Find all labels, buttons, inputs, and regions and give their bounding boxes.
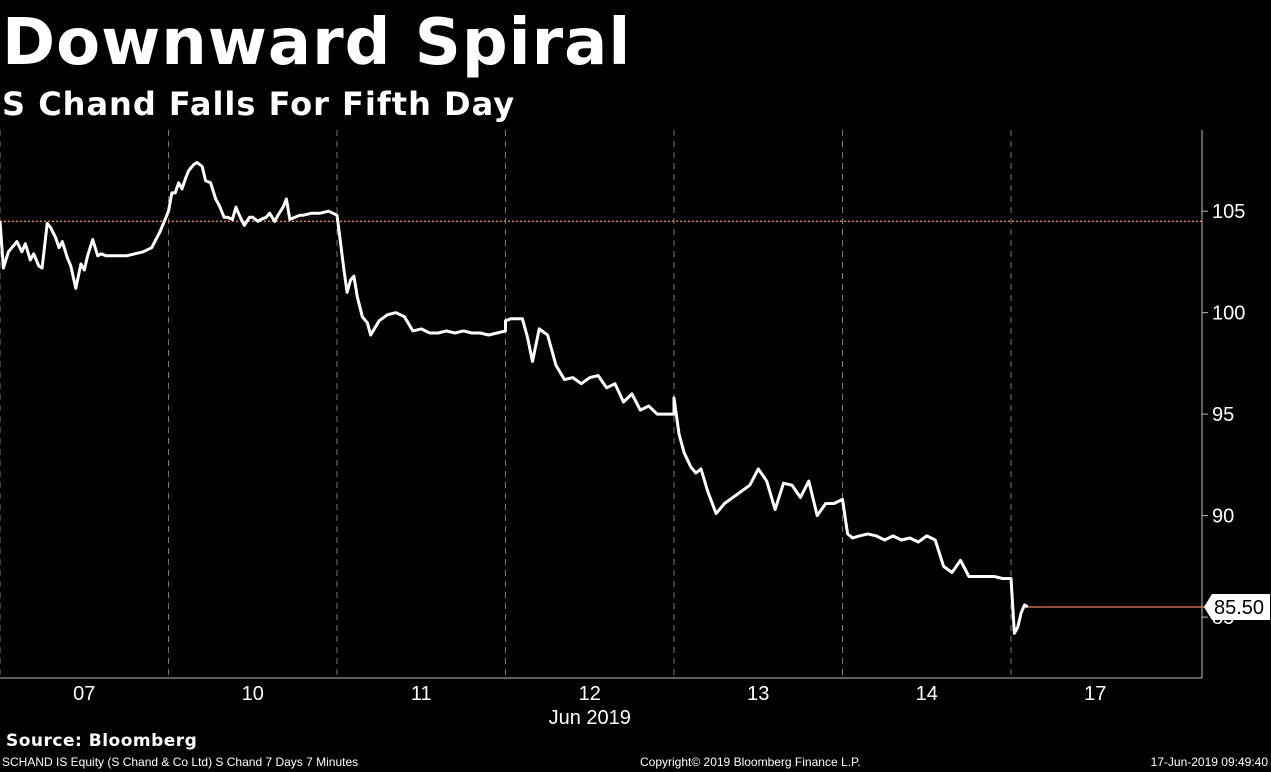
copyright-notice: Copyright© 2019 Bloomberg Finance L.P. xyxy=(640,755,861,769)
last-value-box xyxy=(1204,593,1270,620)
y-tick-label: 100 xyxy=(1212,303,1245,325)
x-tick-label: 07 xyxy=(73,683,95,705)
last-value-marker: 85.50 xyxy=(1204,593,1270,620)
x-tick-label: 14 xyxy=(916,683,938,705)
y-tick-label: 105 xyxy=(1212,201,1245,223)
y-tick-label: 95 xyxy=(1212,404,1234,426)
last-value-label: 85.50 xyxy=(1214,597,1264,619)
x-axis-label: Jun 2019 xyxy=(549,707,631,729)
x-axis-ticks: 07 10 11 12 13 14 17 xyxy=(73,683,1106,705)
x-tick-label: 11 xyxy=(411,683,432,705)
x-tick-label: 10 xyxy=(242,683,264,705)
chart-subtitle: S Chand Falls For Fifth Day xyxy=(2,85,516,123)
price-series-line xyxy=(0,161,1029,635)
y-axis-ticks: 859095100105 xyxy=(1202,201,1245,629)
y-tick-label: 90 xyxy=(1212,506,1234,528)
x-tick-label: 17 xyxy=(1084,683,1106,705)
x-tick-label: 12 xyxy=(579,683,601,705)
timestamp: 17-Jun-2019 09:49:40 xyxy=(1150,755,1268,769)
session-separators xyxy=(0,130,1012,678)
x-tick-label: 13 xyxy=(747,683,769,705)
security-description: SCHAND IS Equity (S Chand & Co Ltd) S Ch… xyxy=(2,755,359,769)
source-label: Source: Bloomberg xyxy=(6,731,198,751)
chart-title: Downward Spiral xyxy=(2,6,632,80)
